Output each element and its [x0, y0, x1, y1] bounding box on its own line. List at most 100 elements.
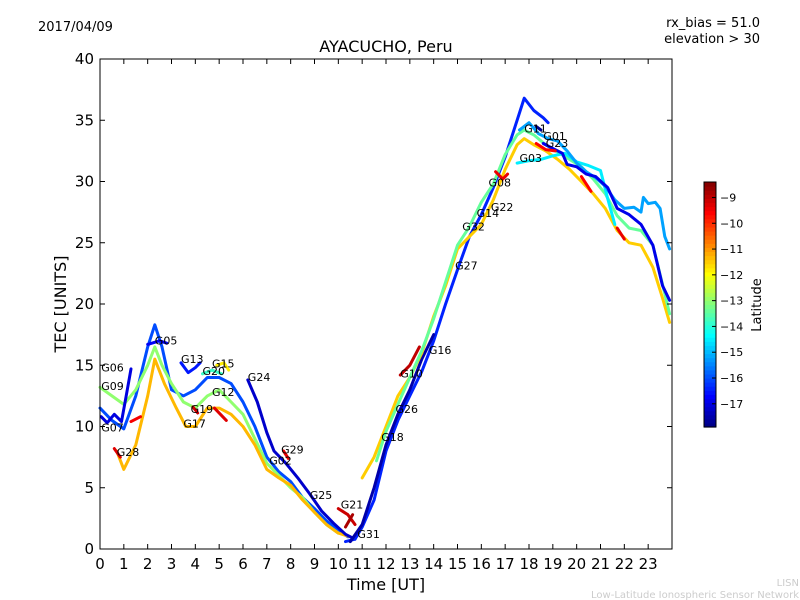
satellite-label: G02	[269, 455, 292, 468]
x-tick-label: 2	[143, 555, 153, 573]
satellite-label: G06	[101, 361, 124, 374]
colorbar-segment	[704, 373, 716, 379]
series-line	[282, 449, 290, 460]
satellite-label: G26	[396, 403, 419, 416]
bias-label: rx_bias = 51.0	[666, 16, 760, 31]
colorbar-segment	[704, 231, 716, 236]
colorbar-tick-label: −17	[720, 398, 743, 411]
colorbar-segment	[704, 288, 716, 293]
colorbar-segment	[704, 202, 716, 208]
colorbar-segment	[704, 320, 716, 326]
colorbar-segment	[704, 361, 716, 367]
series-line	[115, 357, 352, 539]
colorbar-segment	[704, 353, 716, 359]
satellite-label: G14	[477, 207, 500, 220]
satellite-label: G07	[101, 421, 124, 434]
series-line	[375, 128, 672, 463]
x-tick-label: 13	[400, 555, 419, 573]
x-tick-label: 5	[214, 555, 224, 573]
satellite-label: G19	[191, 403, 214, 416]
series-line	[129, 415, 142, 424]
colorbar-tick-label: −11	[720, 243, 743, 256]
colorbar-segment	[704, 378, 716, 383]
x-tick-label: 20	[567, 555, 586, 573]
series-line	[615, 226, 626, 241]
satellite-label: G17	[183, 418, 206, 431]
colorbar-segment	[704, 275, 716, 281]
colorbar-segment	[704, 333, 716, 338]
y-tick-label: 0	[84, 540, 94, 558]
colorbar-segment	[704, 316, 716, 322]
x-tick-label: 3	[167, 555, 177, 573]
colorbar-segment	[704, 263, 716, 269]
colorbar-segment	[704, 226, 716, 232]
colorbar-segment	[704, 239, 716, 244]
x-tick-label: 10	[329, 555, 348, 573]
y-tick-label: 35	[75, 111, 94, 129]
x-tick-label: 7	[262, 555, 272, 573]
y-tick-label: 25	[75, 234, 94, 252]
colorbar-segment	[704, 247, 716, 253]
colorbar-segment	[704, 369, 716, 375]
colorbar-segment	[704, 386, 716, 391]
x-tick-label: 8	[286, 555, 296, 573]
colorbar-segment	[704, 357, 716, 363]
series-line	[201, 368, 224, 376]
colorbar-segment	[704, 218, 716, 224]
series-line	[344, 513, 355, 529]
colorbar-segment	[704, 284, 716, 289]
x-tick-label: 15	[448, 555, 467, 573]
colorbar-segment	[704, 365, 716, 371]
satellite-label: G22	[491, 201, 514, 214]
colorbar-segment	[704, 382, 716, 387]
x-tick-label: 1	[119, 555, 129, 573]
chart-title: AYACUCHO, Peru	[319, 37, 452, 56]
series-line	[541, 142, 672, 302]
colorbar-segment	[704, 329, 716, 334]
satellite-label: G25	[310, 489, 333, 502]
x-tick-label: 9	[310, 555, 320, 573]
series-line	[212, 406, 228, 422]
colorbar-segment	[704, 210, 716, 216]
x-tick-label: 4	[191, 555, 201, 573]
colorbar-segment	[704, 182, 716, 187]
satellite-label: G01	[543, 130, 566, 143]
x-tick-label: 14	[424, 555, 443, 573]
y-tick-label: 40	[75, 50, 94, 68]
series-line	[98, 323, 350, 539]
colorbar-segment	[704, 312, 716, 318]
colorbar-segment	[704, 394, 716, 400]
y-axis-label: TEC [UNITS]	[51, 256, 70, 354]
colorbar-segment	[704, 271, 716, 277]
colorbar-tick-label: −14	[720, 320, 743, 333]
plot-axes: 0 1 2 3 4 5 6 7 8 9 10 11 12 13 14 15 16 17 18 19 20 21 22 2305…	[75, 50, 673, 573]
colorbar-segment	[704, 402, 716, 408]
colorbar-segment	[704, 214, 716, 220]
colorbar-segment	[704, 251, 716, 257]
x-tick-label: 18	[519, 555, 538, 573]
satellite-label: G21	[341, 499, 364, 512]
satellite-label: G28	[117, 446, 140, 459]
x-tick-label: 0	[95, 555, 105, 573]
colorbar-segment	[704, 300, 716, 306]
colorbar-segment	[704, 406, 716, 412]
colorbar-frame	[703, 181, 717, 428]
y-tick-label: 30	[75, 173, 94, 191]
colorbar-segment	[704, 414, 716, 420]
series-line	[348, 333, 436, 544]
colorbar-segment	[704, 198, 716, 204]
colorbar-segment	[704, 222, 716, 228]
series-line	[494, 170, 510, 181]
satellite-label: G03	[520, 152, 543, 165]
satellite-label: G11	[524, 123, 547, 136]
colorbar-segment	[704, 410, 716, 416]
footer-lisn: LISN	[777, 578, 799, 589]
colorbar-tick-label: −15	[720, 346, 743, 359]
satellite-label: G27	[455, 260, 478, 273]
x-tick-label: 17	[496, 555, 515, 573]
colorbar-segment	[704, 324, 716, 330]
satellite-label: G31	[357, 528, 380, 541]
colorbar-segment	[704, 349, 716, 355]
series-line	[344, 96, 550, 544]
